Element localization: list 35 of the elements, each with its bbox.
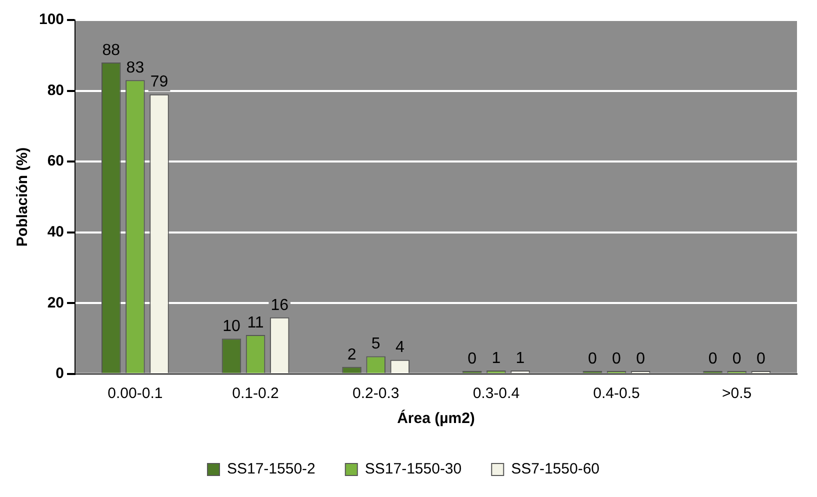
legend-label: SS17-1550-30 [364,460,462,478]
y-tick-label: 0 [56,365,64,382]
data-label: 88 [102,42,120,59]
data-label: 0 [588,350,597,368]
data-label: 0 [612,350,622,368]
data-label: 0 [636,350,646,368]
data-label: 5 [371,336,380,353]
data-label: 0 [708,350,718,368]
y-tick-label: 100 [38,11,64,28]
y-tick-label: 40 [47,224,64,241]
x-tick-label: >0.5 [722,385,752,402]
x-axis-title: Área (µm2) [397,409,475,428]
x-tick-label: 0.1-0.2 [232,385,279,402]
data-label: 83 [126,60,144,77]
data-label: 10 [222,318,240,336]
x-tick-label: 0.3-0.4 [472,385,520,402]
y-tick-label: 80 [47,82,64,99]
data-label: 1 [516,350,525,367]
y-tick-label: 20 [47,294,64,312]
legend-label: SS7-1550-60 [511,460,600,478]
data-label: 2 [347,346,356,364]
data-label: 0 [468,350,477,368]
y-axis-title: Población (%) [14,147,32,247]
data-label: 79 [150,74,168,91]
data-label: 11 [247,314,264,332]
x-tick-label: 0.2-0.3 [352,385,400,402]
data-label: 0 [732,350,742,368]
data-label: 0 [756,350,766,368]
data-label: 16 [270,296,289,314]
data-label: 4 [395,339,404,356]
y-tick-label: 60 [47,152,64,170]
legend-label: SS17-1550-2 [226,460,316,478]
data-label: 1 [492,350,501,367]
x-tick-label: 0.00-0.1 [108,385,163,402]
x-tick-label: 0.4-0.5 [593,385,640,402]
